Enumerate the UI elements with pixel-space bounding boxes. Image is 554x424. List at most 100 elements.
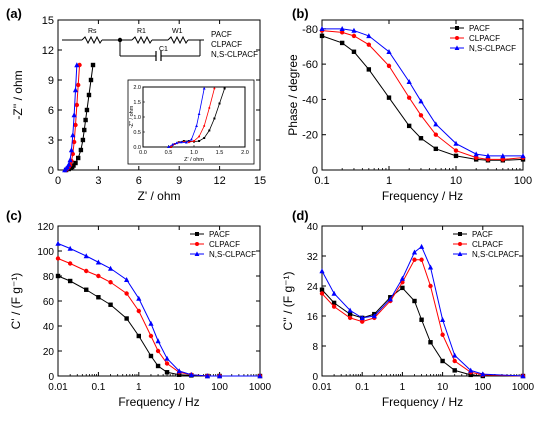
panel-c-xtick-label: 100 (211, 382, 228, 393)
circuit-label-rs: Rs (88, 28, 97, 35)
panel-b-data-point (500, 153, 506, 159)
panel-b-data-point (339, 40, 345, 46)
panel-c-legend-marker (195, 242, 199, 246)
inset-data-point (170, 146, 173, 148)
panel-b-xtick-label: 100 (514, 175, 532, 187)
panel-c-data-point (55, 256, 61, 261)
panel-a-data-point (76, 155, 81, 161)
panel-a-xtick-label: 0 (55, 175, 61, 187)
panel-d-series-line (321, 287, 523, 377)
panel-c-data-point (148, 320, 154, 326)
panel-c-data-point (177, 372, 182, 377)
inset-data-point (179, 140, 183, 144)
panel-a-data-point (70, 132, 76, 138)
inset-xtick-label: 0.0 (139, 150, 147, 156)
panel-c-series-line (57, 243, 260, 377)
inset-data-point (184, 140, 188, 144)
panel-b-legend-label: PACF (469, 24, 490, 33)
panel-d-data-point (428, 340, 433, 345)
panel-a-data-point (70, 151, 76, 157)
panel-b-ylabel: Phase / degree (286, 54, 300, 136)
panel-c-data-point (176, 368, 182, 374)
panel-d-data-point (427, 264, 434, 270)
inset-ytick-label: 1.0 (133, 115, 141, 121)
panel-a-legend-label: N,S-CLPACF (211, 50, 258, 59)
panel-a-ytick-label: 12 (42, 45, 54, 57)
inset-xtick-label: 0.5 (165, 150, 173, 156)
panel-c-data-point (96, 295, 101, 300)
panel-d-legend-marker (458, 242, 462, 246)
panel-b-legend-marker (454, 45, 460, 50)
inset-xtick-label: 1.0 (190, 150, 198, 156)
panel-d-data-point (319, 268, 325, 274)
panel-b-data-point (351, 27, 357, 33)
panel-b-data-point (418, 136, 424, 141)
panel-d-data-point (468, 367, 474, 373)
panel-a-data-point (76, 82, 81, 88)
panel-d-data-point (331, 304, 337, 309)
panel-b-data-point (339, 26, 345, 32)
panel-c-data-point (108, 280, 113, 285)
inset-data-point (208, 107, 211, 109)
panel-d-data-point (319, 291, 325, 296)
panel-c-xlabel: Frequency / Hz (118, 395, 199, 409)
panel-c-data-point (155, 363, 161, 369)
panel-a-data-point (73, 160, 78, 166)
panel-d-data-point (360, 319, 365, 324)
panel-b-ytick-label: 0 (312, 165, 318, 177)
panel-d-ytick-label: 0 (312, 372, 318, 383)
panel-b-data-point (406, 123, 412, 129)
panel-c-data-point (84, 287, 89, 292)
panel-b-data-point (433, 132, 439, 137)
inset-data-point (195, 124, 198, 127)
panel-c-ytick-label: 120 (37, 222, 54, 233)
panel-b-data-point (500, 157, 506, 162)
panel-c-legend-label: PACF (209, 230, 230, 239)
panel-d-data-point (347, 315, 353, 321)
panel-b-data-point (351, 49, 357, 54)
panel-b-xlabel: Frequency / Hz (382, 189, 463, 203)
panel-b-data-point (485, 153, 491, 159)
panel-b-data-point (339, 30, 345, 35)
panel-b-data-point (319, 26, 325, 32)
panel-b-ytick-label: -20 (302, 130, 318, 142)
panel-c-data-point (155, 348, 161, 354)
panel-b-data-point (386, 48, 392, 54)
panel-d-frame (321, 225, 524, 377)
panel-d-data-point (399, 275, 405, 281)
panel-a-data-point (71, 139, 77, 145)
panel-b-data-point (366, 42, 372, 47)
panel-c-data-point (84, 268, 89, 274)
panel-b-xtick-label: 0.1 (314, 175, 329, 187)
panel-b-data-point (418, 113, 424, 118)
panel-c-series-line (57, 258, 260, 377)
panel-b-data-point (453, 153, 459, 159)
panel-c-ytick-label: 80 (43, 272, 55, 283)
panel-a-data-point (72, 87, 79, 93)
inset-data-point (208, 129, 211, 132)
panel-d-data-point (468, 372, 473, 378)
panel-d-data-point (440, 358, 445, 364)
panel-d-xtick-label: 0.01 (312, 382, 332, 393)
panel-d-xtick-label: 10 (437, 382, 449, 393)
panel-a-data-point (73, 122, 78, 128)
panel-d-data-point (387, 296, 393, 302)
panel-b-legend-marker (455, 36, 459, 40)
panel-d-ytick-label: 16 (307, 312, 319, 323)
panel-a-data-point (74, 102, 80, 108)
panel-c-data-point (136, 333, 141, 339)
panel-c-legend-label: CLPACF (209, 240, 240, 249)
panel-c-legend-label: N,S-CLPACF (209, 250, 256, 259)
panel-c-data-point (67, 261, 73, 266)
panel-a-xlabel: Z' / ohm (138, 189, 181, 203)
panel-d-ylabel: C'' / (F g⁻¹) (281, 272, 295, 331)
inset-data-point (218, 102, 221, 105)
panel-d-data-point (440, 316, 446, 322)
circuit-resistor-r1 (131, 35, 153, 45)
panel-c-data-point (136, 295, 142, 301)
panel-b-data-point (433, 121, 439, 127)
panel-c-data-point (148, 353, 154, 359)
panel-d-series-line (321, 245, 524, 377)
panel-c-legend-marker (194, 251, 200, 256)
